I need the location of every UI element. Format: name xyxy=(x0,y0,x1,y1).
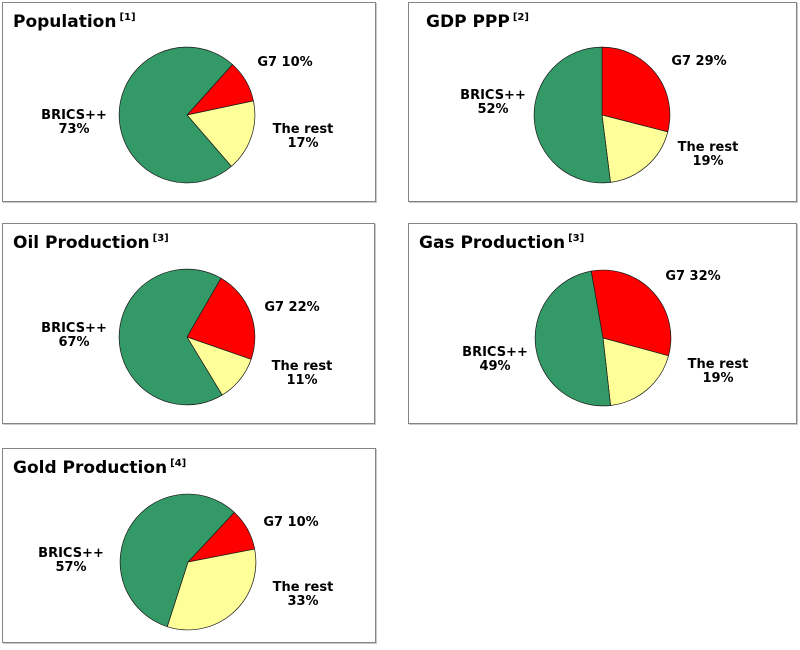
pie-slice-g7 xyxy=(601,46,671,133)
label-brics-line1: BRICS++ xyxy=(460,88,526,103)
label-rest-line2: 19% xyxy=(692,154,724,169)
pie-slice-brics- xyxy=(119,493,235,628)
chart-title-text: Oil Production xyxy=(13,233,150,253)
label-g7: G7 10% xyxy=(257,55,313,70)
label-brics-line1: BRICS++ xyxy=(41,108,107,123)
pie-slice-g7 xyxy=(186,277,256,360)
pie-gold-production xyxy=(119,493,257,631)
label-brics: BRICS++ 49% xyxy=(462,346,528,374)
chart-title: GDP PPP [2] xyxy=(426,12,529,32)
label-rest: The rest 17% xyxy=(273,123,334,151)
footnote-ref: [4] xyxy=(170,458,187,470)
label-brics-line2: 57% xyxy=(55,560,87,575)
panel-population: Population [1] G7 10% BRICS++ 73% The res… xyxy=(2,2,376,202)
label-brics-line2: 52% xyxy=(477,102,509,117)
label-brics-line1: BRICS++ xyxy=(462,345,528,360)
chart-title: Oil Production [3] xyxy=(13,233,169,253)
label-g7: G7 10% xyxy=(263,515,319,530)
label-brics-line1: BRICS++ xyxy=(38,546,104,561)
chart-title: Gas Production [3] xyxy=(419,233,584,253)
pie-gdp-ppp xyxy=(533,46,671,184)
pie-gas-production xyxy=(534,269,672,407)
label-rest-line2: 17% xyxy=(287,136,319,151)
label-rest-line2: 19% xyxy=(702,371,734,386)
pie-population xyxy=(118,46,256,184)
label-g7: G7 22% xyxy=(264,300,320,315)
footnote-ref: [2] xyxy=(512,12,529,24)
pie-slice-brics- xyxy=(533,46,611,184)
chart-title-text: GDP PPP xyxy=(426,12,510,32)
panel-gold-production: Gold Production [4] G7 10% BRICS++ 57% Th… xyxy=(2,448,376,643)
label-g7: G7 29% xyxy=(671,54,727,69)
label-brics-line2: 73% xyxy=(58,122,90,137)
pie-slice-brics- xyxy=(118,46,233,184)
label-brics: BRICS++ 52% xyxy=(460,89,526,117)
pie-oil-production xyxy=(118,268,256,406)
label-rest-line1: The rest xyxy=(271,359,333,374)
chart-title: Population [1] xyxy=(13,12,136,32)
chart-title-text: Population xyxy=(13,12,117,32)
panel-gas-production: Gas Production [3] G7 32% BRICS++ 49% The… xyxy=(408,223,797,424)
pie-slice-the-rest xyxy=(186,100,256,167)
label-g7: G7 32% xyxy=(665,269,721,284)
label-rest-line2: 11% xyxy=(286,373,318,388)
label-rest-line1: The rest xyxy=(272,580,334,595)
pie-slice-g7 xyxy=(590,269,672,357)
pie-slice-brics- xyxy=(118,268,223,406)
label-rest-line1: The rest xyxy=(272,122,334,137)
pie-slice-brics- xyxy=(534,270,611,407)
label-brics: BRICS++ 57% xyxy=(38,547,104,575)
panel-oil-production: Oil Production [3] G7 22% BRICS++ 67% The… xyxy=(2,223,375,424)
label-brics-line1: BRICS++ xyxy=(41,321,107,336)
label-rest-line2: 33% xyxy=(287,594,319,609)
label-rest-line1: The rest xyxy=(687,357,749,372)
label-rest: The rest 11% xyxy=(272,360,333,388)
chart-title: Gold Production [4] xyxy=(13,458,186,478)
label-brics-line2: 67% xyxy=(58,335,90,350)
pie-slice-the-rest xyxy=(602,337,669,406)
chart-title-text: Gas Production xyxy=(419,233,566,253)
panel-gdp-ppp: GDP PPP [2] G7 29% BRICS++ 52% The rest 1… xyxy=(408,2,797,202)
chart-title-text: Gold Production xyxy=(13,458,168,478)
pie-slice-the-rest xyxy=(601,114,669,183)
pie-slice-the-rest xyxy=(166,548,257,631)
label-brics-line2: 49% xyxy=(479,359,511,374)
label-rest: The rest 19% xyxy=(688,358,749,386)
label-rest: The rest 19% xyxy=(678,141,739,169)
footnote-ref: [3] xyxy=(152,233,169,245)
label-rest-line1: The rest xyxy=(677,140,739,155)
footnote-ref: [1] xyxy=(119,12,136,24)
label-brics: BRICS++ 67% xyxy=(41,322,107,350)
footnote-ref: [3] xyxy=(568,233,585,245)
label-brics: BRICS++ 73% xyxy=(41,109,107,137)
label-rest: The rest 33% xyxy=(273,581,334,609)
